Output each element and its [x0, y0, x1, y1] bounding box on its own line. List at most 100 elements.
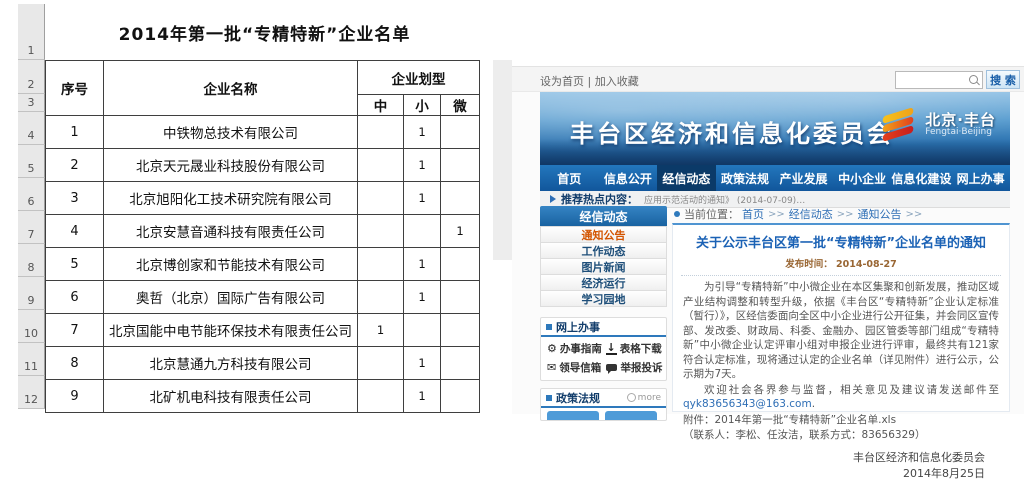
- cell-micro[interactable]: [440, 346, 480, 380]
- policy-tab[interactable]: [547, 411, 599, 420]
- col-header-category[interactable]: 企业划型: [357, 60, 480, 95]
- cell-small[interactable]: [403, 214, 441, 248]
- screenshot-divider: [493, 60, 512, 260]
- add-favorite-link[interactable]: 加入收藏: [594, 75, 639, 88]
- cell-name[interactable]: 中铁物总技术有限公司: [103, 115, 358, 149]
- cell-name[interactable]: 北京国能中电节能环保技术有限责任公司: [103, 313, 358, 347]
- cell-name[interactable]: 北京旭阳化工技术研究院有限公司: [103, 181, 358, 215]
- col-header-index[interactable]: 序号: [45, 60, 104, 116]
- cell-micro[interactable]: [440, 115, 480, 149]
- row-header[interactable]: 10: [18, 310, 45, 343]
- cell-no[interactable]: 5: [45, 247, 104, 281]
- nav-online-services[interactable]: 网上办事: [956, 171, 1005, 186]
- row-header[interactable]: 3: [18, 94, 45, 112]
- cell-small[interactable]: [403, 313, 441, 347]
- service-guide-link[interactable]: ⚙ 办事指南: [547, 341, 606, 356]
- sidebar-item-work-news[interactable]: 工作动态: [540, 242, 667, 259]
- cell-medium[interactable]: [357, 115, 404, 149]
- hot-topic-link[interactable]: 应用示范活动的通知》 (2014-07-09)…: [644, 195, 806, 206]
- search-icon[interactable]: [969, 75, 978, 84]
- cell-name[interactable]: 北矿机电科技有限责任公司: [103, 379, 358, 413]
- cell-no[interactable]: 7: [45, 313, 104, 347]
- cell-small[interactable]: 1: [403, 379, 441, 413]
- cell-no[interactable]: 6: [45, 280, 104, 314]
- set-homepage-link[interactable]: 设为首页: [540, 75, 584, 88]
- complaint-link[interactable]: 举报投诉: [605, 360, 665, 375]
- cell-small[interactable]: 1: [403, 181, 441, 215]
- cell-micro[interactable]: [440, 280, 480, 314]
- cell-medium[interactable]: 1: [357, 313, 404, 347]
- cell-medium[interactable]: [357, 379, 404, 413]
- cell-small[interactable]: 1: [403, 148, 441, 182]
- cell-small[interactable]: 1: [403, 247, 441, 281]
- row-header[interactable]: 11: [18, 343, 45, 376]
- breadcrumb-notices[interactable]: 通知公告: [857, 208, 902, 221]
- row-header[interactable]: 1: [18, 4, 45, 60]
- cell-name[interactable]: 北京博创家和节能技术有限公司: [103, 247, 358, 281]
- search-input[interactable]: [895, 70, 983, 89]
- email-link[interactable]: qyk83656343@163.com: [683, 398, 812, 410]
- sidebar-item-economy[interactable]: 经济运行: [540, 274, 667, 291]
- cell-micro[interactable]: [440, 181, 480, 215]
- cell-name[interactable]: 北京慧通九方科技有限公司: [103, 346, 358, 380]
- nav-info-disclosure[interactable]: 信息公开: [603, 171, 652, 186]
- breadcrumb-jingxin[interactable]: 经信动态: [788, 208, 833, 221]
- attachment-file-link[interactable]: 2014年第一批“专精特新”企业名单.xls: [714, 413, 897, 426]
- nav-informatization[interactable]: 信息化建设: [891, 171, 952, 186]
- nav-policies[interactable]: 政策法规: [720, 171, 769, 186]
- cell-medium[interactable]: [357, 247, 404, 281]
- hot-topics-bar: 推荐热点内容： 应用示范活动的通知》 (2014-07-09)…: [540, 191, 1010, 208]
- article-paragraph: 为引导“专精特新”中小微企业在本区集聚和创新发展，推动区域产业结构调整和转型升级…: [683, 281, 999, 380]
- nav-industry[interactable]: 产业发展: [779, 171, 828, 186]
- row-header[interactable]: 7: [18, 211, 45, 244]
- col-header-small[interactable]: 小: [403, 94, 441, 116]
- cell-medium[interactable]: [357, 181, 404, 215]
- cell-micro[interactable]: [440, 313, 480, 347]
- cell-name[interactable]: 奥哲（北京）国际广告有限公司: [103, 280, 358, 314]
- sidebar-item-notices[interactable]: 通知公告: [540, 226, 667, 243]
- cell-no[interactable]: 2: [45, 148, 104, 182]
- sidebar-item-photo-news[interactable]: 图片新闻: [540, 258, 667, 275]
- row-header[interactable]: 5: [18, 145, 45, 178]
- cell-no[interactable]: 3: [45, 181, 104, 215]
- col-header-medium[interactable]: 中: [357, 94, 404, 116]
- cell-no[interactable]: 9: [45, 379, 104, 413]
- nav-jingxin-news[interactable]: 经信动态: [657, 165, 716, 191]
- col-header-name[interactable]: 企业名称: [103, 60, 358, 116]
- row-header[interactable]: 12: [18, 376, 45, 409]
- nav-sme[interactable]: 中小企业: [838, 171, 887, 186]
- leader-mailbox-link[interactable]: ✉ 领导信箱: [547, 360, 606, 375]
- cell-micro[interactable]: [440, 379, 480, 413]
- cell-name[interactable]: 北京天元晟业科技股份有限公司: [103, 148, 358, 182]
- search-button[interactable]: 搜 索: [986, 70, 1020, 89]
- table-row: 7 北京国能中电节能环保技术有限责任公司 1: [45, 313, 480, 347]
- policy-tab[interactable]: [605, 411, 657, 420]
- row-header[interactable]: 9: [18, 277, 45, 310]
- row-header[interactable]: 2: [18, 60, 45, 94]
- cell-micro[interactable]: 1: [440, 214, 480, 248]
- cell-name[interactable]: 北京安慧音通科技有限责任公司: [103, 214, 358, 248]
- cell-medium[interactable]: [357, 214, 404, 248]
- sheet-title[interactable]: 2014年第一批“专精特新”企业名单: [118, 24, 411, 45]
- cell-medium[interactable]: [357, 280, 404, 314]
- form-download-link[interactable]: ↓ 表格下载: [605, 341, 665, 356]
- row-header[interactable]: 8: [18, 244, 45, 277]
- cell-small[interactable]: 1: [403, 115, 441, 149]
- row-header[interactable]: 4: [18, 112, 45, 145]
- cell-micro[interactable]: [440, 247, 480, 281]
- col-header-micro[interactable]: 微: [440, 94, 480, 116]
- sidebar-item-study[interactable]: 学习园地: [540, 290, 667, 307]
- nav-home[interactable]: 首页: [557, 171, 582, 186]
- cell-no[interactable]: 1: [45, 115, 104, 149]
- cell-no[interactable]: 8: [45, 346, 104, 380]
- cell-small[interactable]: 1: [403, 346, 441, 380]
- breadcrumb-home[interactable]: 首页: [742, 208, 764, 221]
- more-link[interactable]: more: [626, 393, 661, 403]
- cell-medium[interactable]: [357, 346, 404, 380]
- sidebar-section-title[interactable]: 经信动态: [540, 206, 667, 227]
- cell-medium[interactable]: [357, 148, 404, 182]
- cell-micro[interactable]: [440, 148, 480, 182]
- row-header[interactable]: 6: [18, 178, 45, 211]
- cell-no[interactable]: 4: [45, 214, 104, 248]
- cell-small[interactable]: 1: [403, 280, 441, 314]
